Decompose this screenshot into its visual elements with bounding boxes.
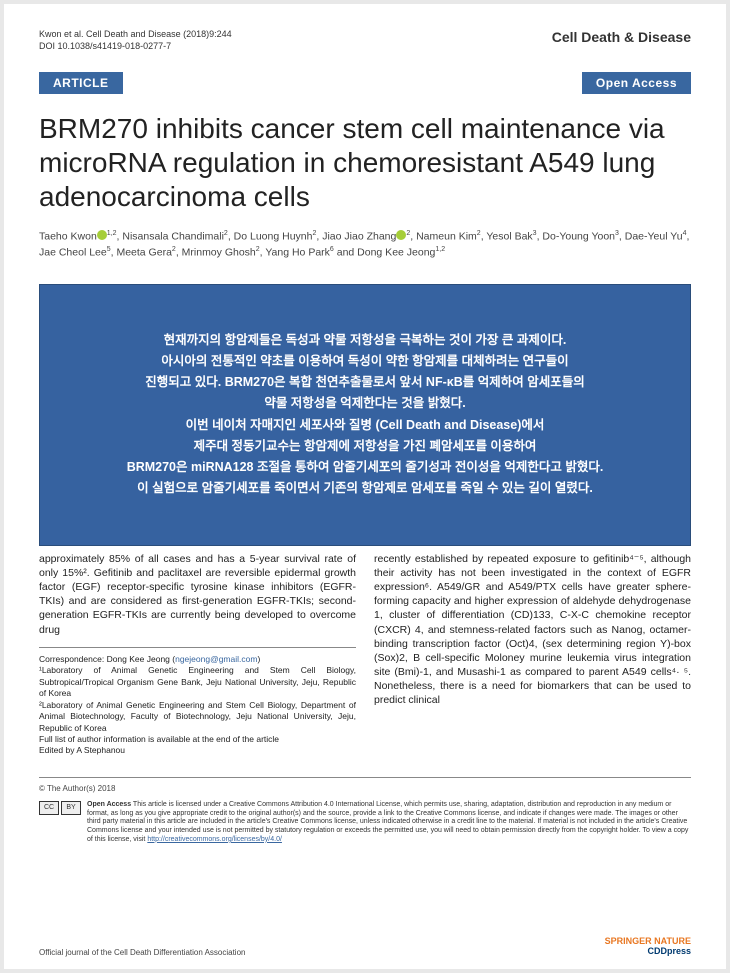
footer: Official journal of the Cell Death Diffe… bbox=[39, 937, 691, 957]
overlay-line: 이번 네이처 자매지인 세포사와 질병 (Cell Death and Dise… bbox=[65, 415, 665, 436]
copyright: © The Author(s) 2018 bbox=[39, 784, 691, 793]
left-column: approximately 85% of all cases and has a… bbox=[39, 552, 356, 767]
divider bbox=[39, 647, 356, 648]
article-title: BRM270 inhibits cancer stem cell mainten… bbox=[39, 112, 691, 213]
doi: DOI 10.1038/s41419-018-0277-7 bbox=[39, 41, 232, 53]
body-columns: approximately 85% of all cases and has a… bbox=[39, 552, 691, 767]
author-list: Taeho Kwon1,2, Nisansala Chandimali2, Do… bbox=[39, 229, 691, 262]
overlay-line: BRM270은 miRNA128 조절을 통하여 암줄기세포의 줄기성과 전이성… bbox=[65, 457, 665, 478]
license-box: CC BY Open Access This article is licens… bbox=[39, 801, 691, 845]
overlay-line: 약물 저항성을 억제한다는 것을 밝혔다. bbox=[65, 393, 665, 414]
journal-name: Cell Death & Disease bbox=[552, 29, 691, 45]
corr-email-link[interactable]: ngejeong@gmail.com bbox=[175, 654, 257, 664]
cc-icon: CC bbox=[39, 801, 59, 815]
overlay-line: 현재까지의 항암제들은 독성과 약물 저항성을 극복하는 것이 가장 큰 과제이… bbox=[65, 330, 665, 351]
corr-close: ) bbox=[257, 654, 260, 664]
right-column: recently established by repeated exposur… bbox=[374, 552, 691, 767]
badge-row: ARTICLE Open Access bbox=[39, 72, 691, 94]
corr-label: Correspondence: Dong Kee Jeong ( bbox=[39, 654, 175, 664]
edited-by: Edited by A Stephanou bbox=[39, 745, 125, 755]
open-access-badge: Open Access bbox=[582, 72, 691, 94]
citation: Kwon et al. Cell Death and Disease (2018… bbox=[39, 29, 232, 41]
license-link[interactable]: http://creativecommons.org/licenses/by/4… bbox=[147, 836, 282, 843]
license-text: Open Access This article is licensed und… bbox=[87, 801, 691, 845]
divider bbox=[39, 777, 691, 778]
korean-summary-overlay: 현재까지의 항암제들은 독성과 약물 저항성을 극복하는 것이 가장 큰 과제이… bbox=[39, 284, 691, 546]
official-journal: Official journal of the Cell Death Diffe… bbox=[39, 948, 245, 957]
cc-icons: CC BY bbox=[39, 801, 81, 815]
author-info-note: Full list of author information is avail… bbox=[39, 734, 279, 744]
affiliation: ¹Laboratory of Animal Genetic Engineerin… bbox=[39, 665, 356, 698]
article-badge: ARTICLE bbox=[39, 72, 123, 94]
publisher-logo: SPRINGER NATURE CDDpress bbox=[605, 937, 691, 957]
header-row: Kwon et al. Cell Death and Disease (2018… bbox=[39, 29, 691, 52]
citation-block: Kwon et al. Cell Death and Disease (2018… bbox=[39, 29, 232, 52]
page: Kwon et al. Cell Death and Disease (2018… bbox=[4, 4, 726, 969]
by-icon: BY bbox=[61, 801, 81, 815]
overlay-line: 진행되고 있다. BRM270은 복합 천연추출물로서 앞서 NF-κB를 억제… bbox=[65, 372, 665, 393]
overlay-line: 아시아의 전통적인 약초를 이용하여 독성이 약한 항암제를 대체하려는 연구들… bbox=[65, 351, 665, 372]
correspondence: Correspondence: Dong Kee Jeong (ngejeong… bbox=[39, 654, 356, 757]
license-bold: Open Access bbox=[87, 801, 131, 808]
overlay-line: 제주대 정동기교수는 항암제에 저항성을 가진 폐암세포를 이용하여 bbox=[65, 436, 665, 457]
affiliation: ²Laboratory of Animal Genetic Engineerin… bbox=[39, 700, 356, 733]
cddpress-text: CDDpress bbox=[605, 947, 691, 957]
overlay-line: 이 실험으로 암줄기세포를 죽이면서 기존의 항암제로 암세포를 죽일 수 있는… bbox=[65, 478, 665, 499]
body-text: recently established by repeated exposur… bbox=[374, 552, 691, 708]
body-text: approximately 85% of all cases and has a… bbox=[39, 552, 356, 637]
